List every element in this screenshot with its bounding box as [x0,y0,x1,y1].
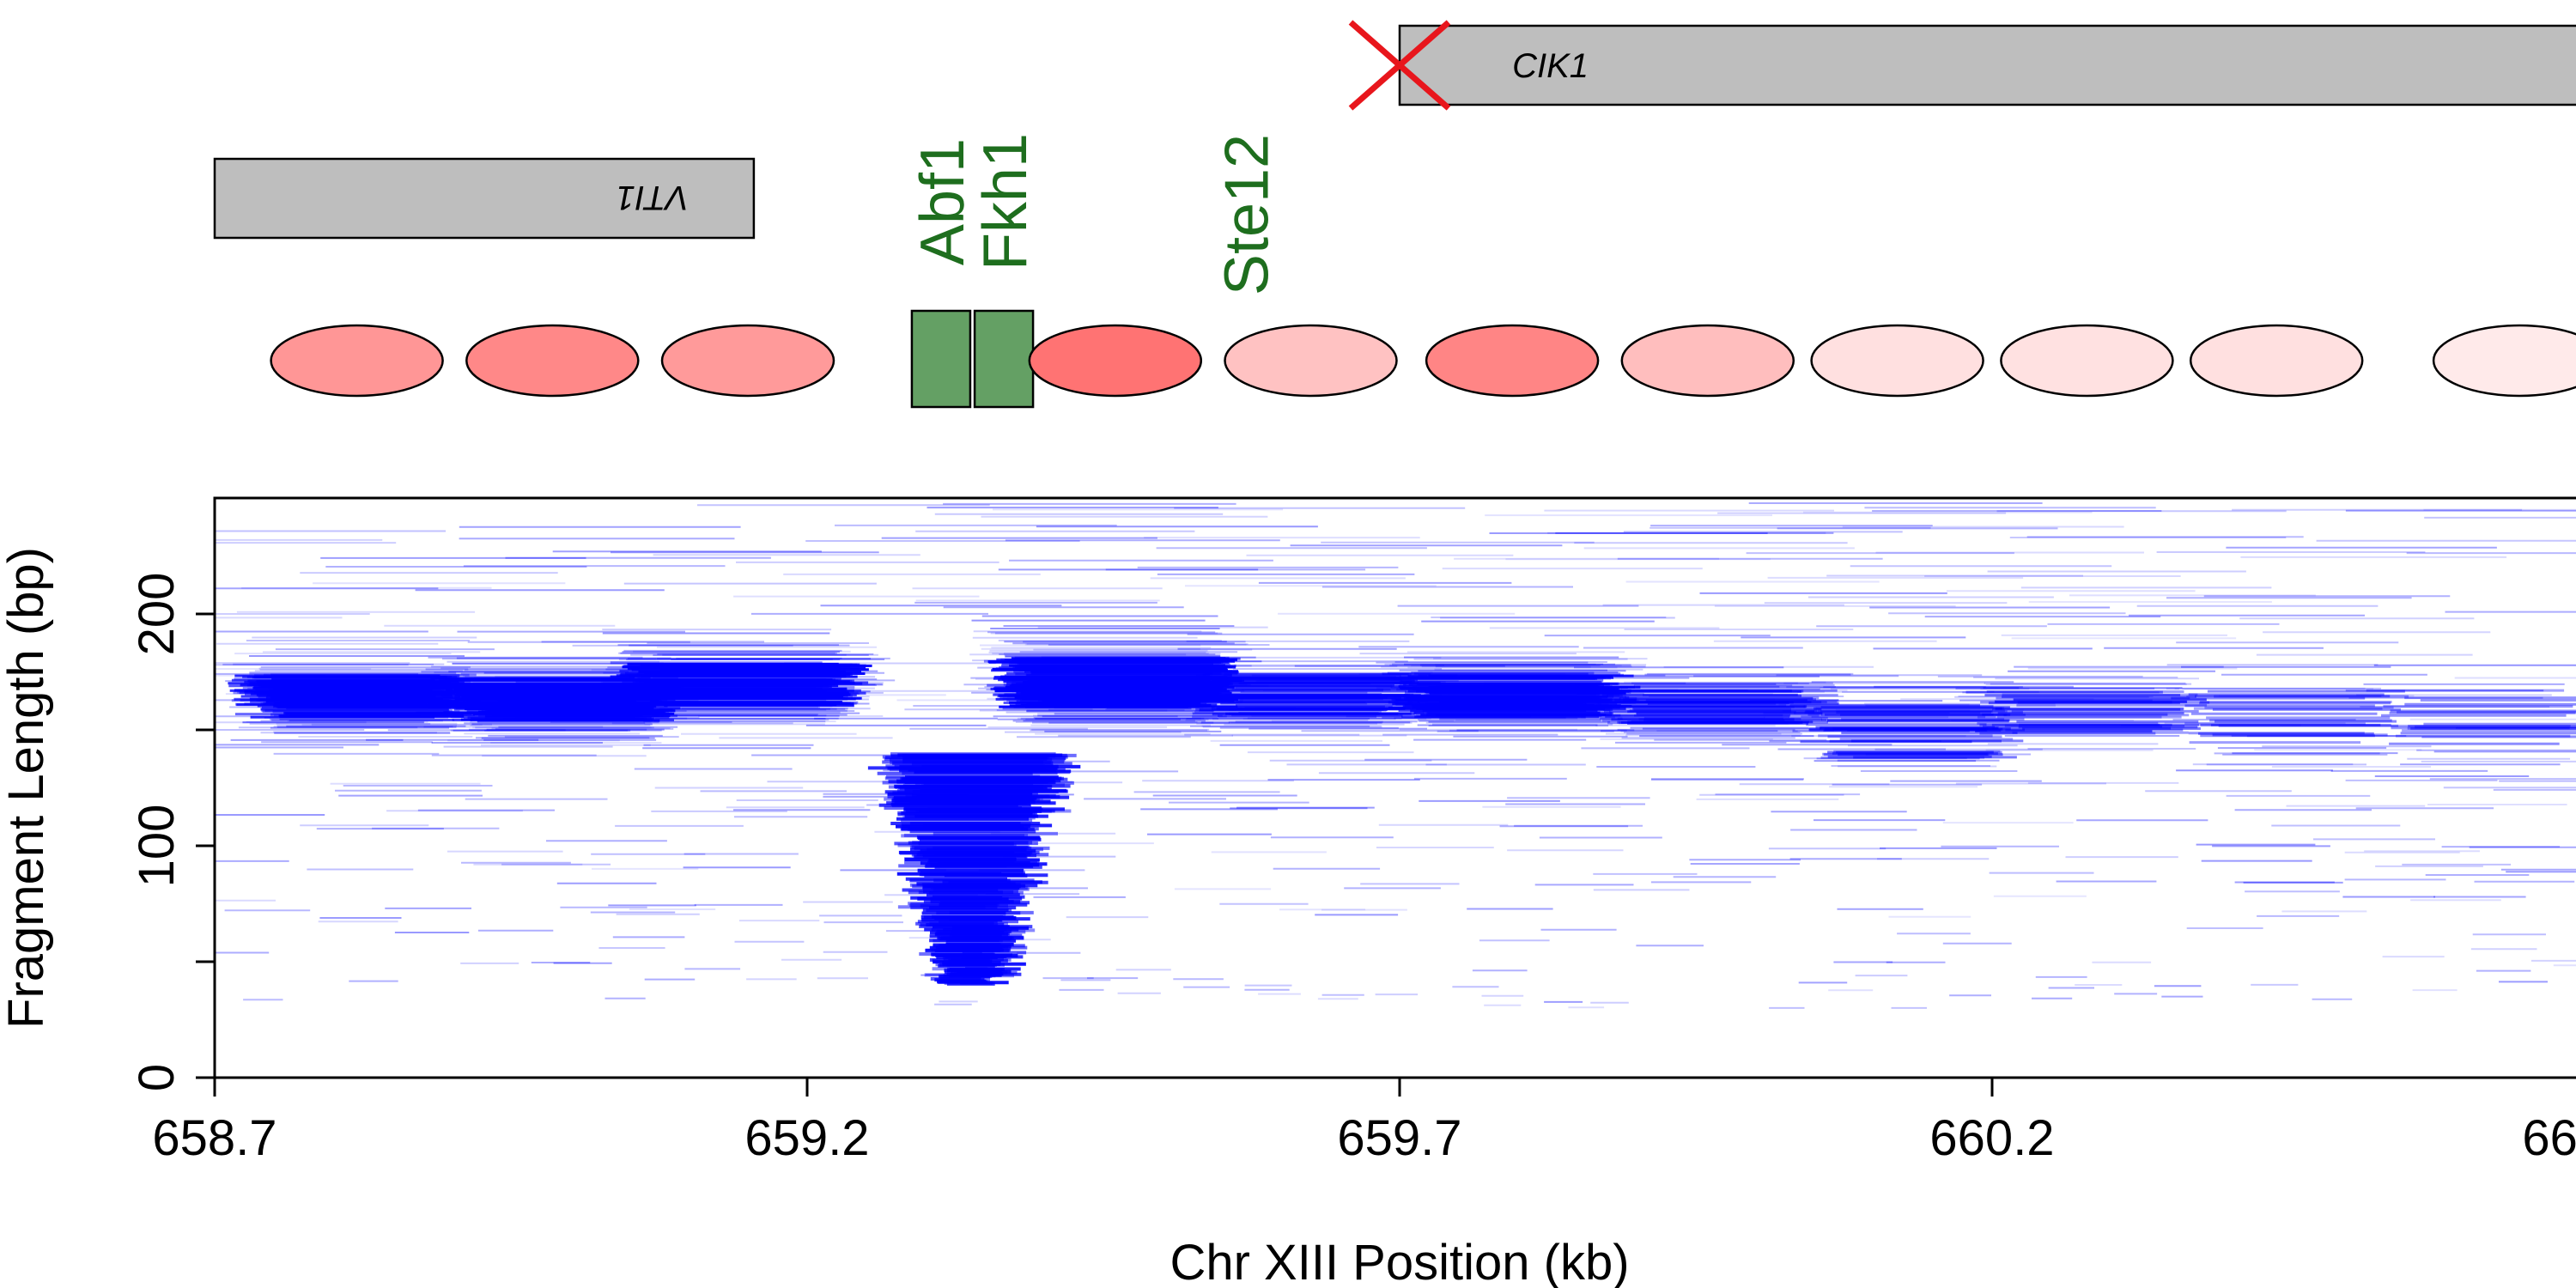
nucleosome [660,324,835,398]
gene-vti1-box [213,157,756,240]
nucleosome [2432,324,2576,398]
plot-area: 658.7 659.2 659.7 660.2 660.7 0 100 200 [129,496,2576,1166]
y-axis: 0 100 200 [129,498,216,1091]
nucleosome [2000,324,2174,398]
nucleosome [465,324,640,398]
tf-site-abf1-label: Abf1 [908,138,977,265]
y-tick-label: 200 [129,573,185,656]
gene-track: VTI1 CIK1 [213,20,2576,240]
tf-site-ste12-label: Ste12 [1213,134,1282,295]
x-axis: 658.7 659.2 659.7 660.2 660.7 [152,1076,2576,1166]
x-tick-label: 659.7 [1337,1110,1461,1166]
gene-vti1-label: VTI1 [617,179,689,216]
fragment-marks [215,502,2576,1009]
nucleosome [270,324,444,398]
nucleosome [1620,324,1795,398]
gene-cik1-box [1398,24,2576,106]
nucleosome-track [270,324,2576,398]
nucleosome [1224,324,1398,398]
x-tick-label: 660.2 [1929,1110,2054,1166]
x-tick-label: 660.7 [2522,1110,2576,1166]
gene-cik1-label: CIK1 [1512,47,1589,85]
tf-site-abf1-box [910,309,972,409]
x-tick-label: 659.2 [744,1110,869,1166]
y-axis-title: Fragment Length (bp) [0,547,54,1029]
nucleosome [1810,324,1984,398]
nucleosome [1028,324,1203,398]
nucleosome [1425,324,1600,398]
x-tick-label: 658.7 [152,1110,276,1166]
deletion-x-icon [1348,20,1451,111]
tf-site-fkh1-label: Fkh1 [971,133,1040,270]
x-axis-title: Chr XIII Position (kb) [1170,1235,1629,1288]
tf-site-fkh1-box [973,309,1035,409]
y-tick-label: 100 [129,805,185,888]
nucleosome [2189,324,2364,398]
y-tick-label: 0 [129,1064,185,1091]
